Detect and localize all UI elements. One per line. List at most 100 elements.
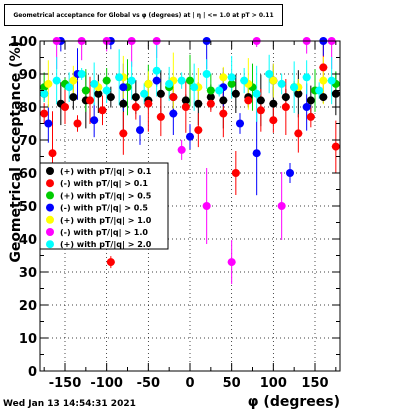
- data-point: [90, 116, 99, 125]
- data-point: [106, 258, 115, 267]
- data-point: [256, 106, 265, 115]
- x-tick-label: 0: [185, 376, 194, 391]
- data-point: [81, 86, 90, 95]
- data-point: [190, 83, 199, 92]
- data-point: [215, 86, 224, 95]
- x-tick-label: 150: [301, 376, 328, 391]
- data-point: [177, 145, 186, 154]
- data-point: [169, 93, 178, 102]
- data-point: [206, 99, 215, 108]
- data-point: [156, 112, 165, 121]
- data-points: [40, 37, 340, 267]
- x-tick-label: -50: [137, 376, 161, 391]
- data-point: [165, 79, 174, 88]
- data-point: [127, 76, 136, 85]
- data-point: [302, 73, 311, 82]
- data-point: [131, 103, 140, 111]
- data-point: [277, 202, 286, 210]
- legend-label: (+) with pT/|q| > 1.0: [60, 216, 152, 225]
- data-point: [206, 93, 215, 102]
- legend-label: (+) with pT/|q| > 0.5: [60, 191, 152, 200]
- y-tick-labels: 0 10 20 30 40 50 60 70 80 90 100: [10, 35, 37, 380]
- y-tick-label: 70: [19, 134, 37, 149]
- x-axis-label: φ (degrees): [248, 394, 340, 410]
- data-point: [44, 119, 53, 128]
- data-point: [327, 76, 336, 85]
- data-point: [69, 93, 78, 102]
- data-point: [294, 89, 303, 98]
- data-point: [269, 76, 278, 85]
- legend-marker: [46, 167, 54, 175]
- data-point: [186, 132, 194, 141]
- data-point: [206, 86, 215, 95]
- legend-marker: [46, 228, 54, 236]
- data-point: [52, 76, 61, 85]
- data-point: [181, 103, 190, 111]
- data-point: [136, 126, 144, 135]
- data-point: [269, 99, 278, 108]
- data-point: [252, 149, 261, 158]
- data-point: [144, 99, 153, 108]
- data-point: [44, 79, 53, 88]
- data-point: [202, 70, 211, 78]
- y-tick-label: 90: [19, 68, 37, 83]
- data-point: [269, 116, 278, 125]
- data-point: [219, 73, 228, 82]
- data-point: [186, 76, 194, 85]
- y-tick-label: 0: [28, 365, 37, 380]
- y-tick-label: 10: [19, 332, 37, 347]
- legend-label: (-) with pT/|q| > 0.5: [60, 204, 148, 213]
- data-point: [231, 169, 240, 177]
- data-point: [227, 73, 236, 82]
- data-point: [131, 93, 140, 102]
- data-point: [256, 96, 265, 105]
- data-point: [319, 76, 328, 85]
- data-point: [40, 109, 49, 118]
- data-point: [302, 103, 311, 111]
- y-tick-label: 30: [19, 266, 37, 281]
- legend: (+) with pT/|q| > 0.1 (-) with pT/|q| > 0…: [39, 162, 169, 250]
- data-point: [119, 129, 128, 138]
- y-tick-label: 100: [10, 35, 37, 50]
- legend-marker: [46, 215, 54, 224]
- data-point: [102, 86, 111, 95]
- data-point: [244, 96, 253, 105]
- data-point: [194, 126, 203, 135]
- data-point: [77, 70, 86, 78]
- axis-ticks: [40, 40, 340, 372]
- data-point: [90, 79, 99, 88]
- data-point: [281, 93, 290, 102]
- data-point: [177, 76, 186, 85]
- data-point: [181, 96, 190, 105]
- legend-label: (+) with pT/|q| > 0.1: [60, 167, 152, 176]
- legend-label: (-) with pT/|q| > 0.1: [60, 179, 148, 188]
- data-point: [319, 93, 328, 102]
- data-point: [98, 106, 107, 115]
- data-point: [331, 89, 340, 98]
- data-point: [227, 79, 236, 88]
- data-point: [144, 79, 153, 88]
- data-point: [94, 89, 103, 98]
- data-point: [115, 73, 124, 82]
- legend-marker: [46, 191, 54, 200]
- data-point: [294, 129, 303, 138]
- legend-marker: [46, 203, 54, 212]
- data-point: [231, 89, 240, 98]
- data-point: [306, 96, 315, 105]
- y-axis-label: Geometrical acceptance (%): [8, 41, 24, 263]
- y-tick-label: 50: [19, 200, 37, 215]
- data-point: [315, 86, 324, 95]
- data-point: [265, 70, 274, 78]
- x-tick-label: 50: [223, 376, 241, 391]
- data-point: [119, 83, 128, 92]
- data-point: [319, 63, 328, 72]
- data-point: [219, 96, 228, 105]
- data-point: [73, 119, 82, 128]
- data-point: [219, 109, 228, 118]
- data-point: [240, 76, 249, 85]
- data-point: [152, 76, 161, 85]
- x-tick-label: -150: [49, 376, 82, 391]
- data-point: [119, 99, 128, 108]
- data-point: [281, 103, 290, 111]
